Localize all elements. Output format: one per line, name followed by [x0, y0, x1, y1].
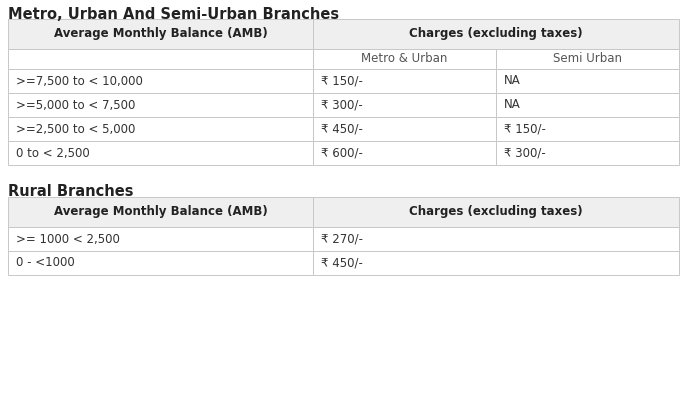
Bar: [313, 251, 679, 275]
Text: >=2,500 to < 5,000: >=2,500 to < 5,000: [16, 123, 135, 135]
Bar: [313, 117, 496, 141]
Text: Metro & Urban: Metro & Urban: [361, 52, 447, 66]
Text: Semi Urban: Semi Urban: [553, 52, 622, 66]
Bar: [313, 93, 496, 117]
Bar: [8, 197, 313, 227]
Text: NA: NA: [504, 98, 521, 112]
Text: Charges (excluding taxes): Charges (excluding taxes): [409, 206, 583, 218]
Bar: [496, 69, 679, 93]
Bar: [496, 49, 679, 69]
Bar: [313, 227, 679, 251]
Bar: [496, 141, 679, 165]
Text: 0 to < 2,500: 0 to < 2,500: [16, 146, 90, 160]
Bar: [8, 69, 313, 93]
Text: ₹ 150/-: ₹ 150/-: [504, 123, 546, 135]
Text: Rural Branches: Rural Branches: [8, 184, 133, 199]
Text: ₹ 600/-: ₹ 600/-: [321, 146, 363, 160]
Bar: [8, 19, 313, 49]
Text: >=5,000 to < 7,500: >=5,000 to < 7,500: [16, 98, 135, 112]
Bar: [8, 117, 313, 141]
Bar: [313, 141, 496, 165]
Text: ₹ 150/-: ₹ 150/-: [321, 75, 363, 87]
Bar: [8, 49, 313, 69]
Bar: [8, 251, 313, 275]
Bar: [8, 141, 313, 165]
Text: ₹ 300/-: ₹ 300/-: [321, 98, 362, 112]
Bar: [313, 69, 496, 93]
Text: ₹ 270/-: ₹ 270/-: [321, 233, 363, 245]
Text: 0 - <1000: 0 - <1000: [16, 256, 75, 270]
Bar: [496, 117, 679, 141]
Text: >=7,500 to < 10,000: >=7,500 to < 10,000: [16, 75, 143, 87]
Bar: [8, 93, 313, 117]
Text: NA: NA: [504, 75, 521, 87]
Text: ₹ 300/-: ₹ 300/-: [504, 146, 546, 160]
Text: ₹ 450/-: ₹ 450/-: [321, 123, 363, 135]
Bar: [313, 49, 496, 69]
Text: Average Monthly Balance (AMB): Average Monthly Balance (AMB): [54, 206, 267, 218]
Text: ₹ 450/-: ₹ 450/-: [321, 256, 363, 270]
Bar: [313, 19, 679, 49]
Text: >= 1000 < 2,500: >= 1000 < 2,500: [16, 233, 120, 245]
Text: Charges (excluding taxes): Charges (excluding taxes): [409, 27, 583, 40]
Bar: [496, 93, 679, 117]
Bar: [8, 227, 313, 251]
Bar: [313, 197, 679, 227]
Text: Metro, Urban And Semi-Urban Branches: Metro, Urban And Semi-Urban Branches: [8, 7, 339, 22]
Text: Average Monthly Balance (AMB): Average Monthly Balance (AMB): [54, 27, 267, 40]
